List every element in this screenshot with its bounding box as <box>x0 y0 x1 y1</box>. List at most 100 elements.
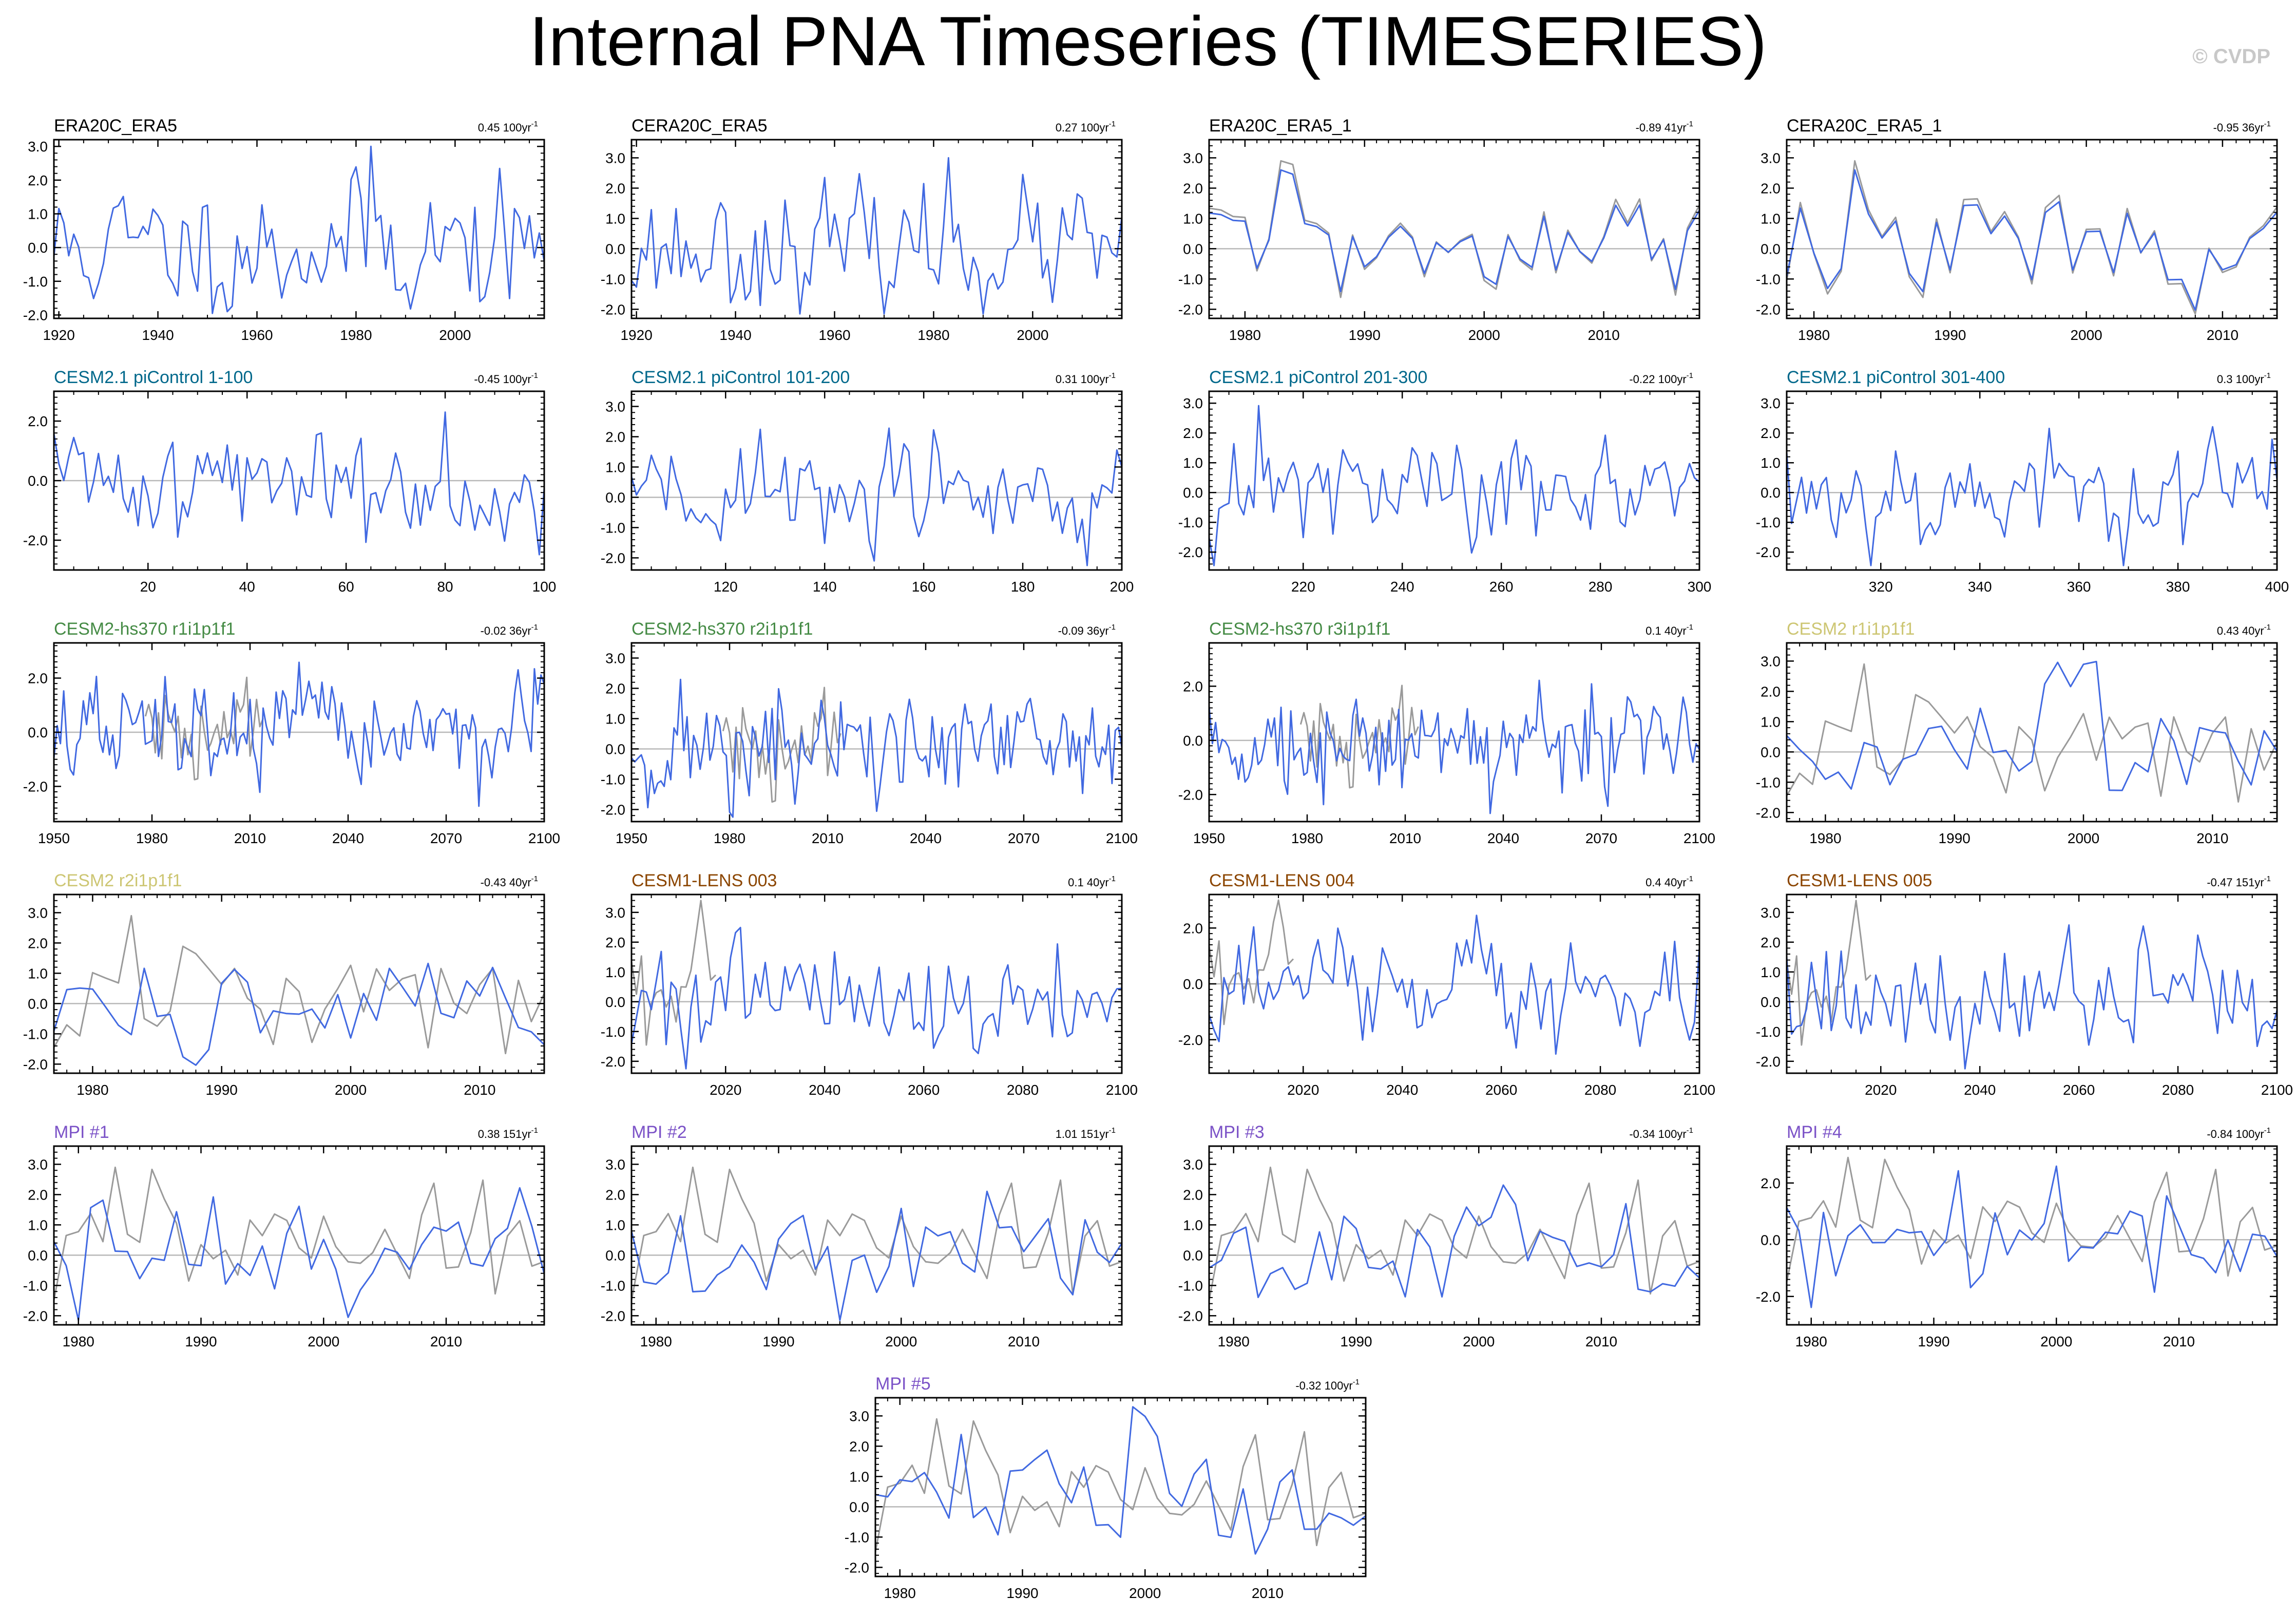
series-line-1 <box>630 427 1123 566</box>
x-tick-label: 80 <box>437 579 453 595</box>
trend-label: 0.3 100yr-1 <box>2217 371 2271 386</box>
trend-label: 0.43 40yr-1 <box>2217 623 2271 637</box>
x-tick-label: 1980 <box>1291 830 1323 846</box>
x-tick-label: 2100 <box>528 830 560 846</box>
x-tick-label: 2010 <box>2207 327 2238 343</box>
panel-3: ERA20C_ERA5_1 -0.89 41yr-1 3.0 2.0 1.0 0.0 -1.… <box>1178 116 1700 343</box>
y-tick-label: -2.0 <box>23 1056 48 1072</box>
y-tick-label: 2.0 <box>605 1187 625 1203</box>
x-tick-label: 1990 <box>185 1334 217 1349</box>
y-tick-label: 3.0 <box>605 150 625 166</box>
x-tick-label: 2100 <box>1106 1082 1138 1098</box>
x-tick-label: 2000 <box>439 327 471 343</box>
trend-label: 0.38 151yr-1 <box>478 1126 538 1140</box>
y-tick-label: -1.0 <box>1178 515 1203 530</box>
x-tick-label: 2010 <box>2196 830 2228 846</box>
x-tick-label: 1980 <box>76 1082 108 1098</box>
x-tick-label: 180 <box>1011 579 1035 595</box>
panel-title: CESM2 r1i1p1f1 <box>1787 619 1915 639</box>
trend-label: 0.1 40yr-1 <box>1068 874 1116 889</box>
x-tick-label: 2060 <box>908 1082 940 1098</box>
x-tick-label: 2000 <box>1129 1585 1161 1601</box>
y-tick-label: 2.0 <box>1761 425 1781 441</box>
panel-12: CESM2 r1i1p1f1 0.43 40yr-1 3.0 2.0 1.0 0.0 -1.… <box>1756 619 2278 846</box>
x-tick-label: 1920 <box>620 327 652 343</box>
x-tick-label: 20 <box>140 579 156 595</box>
y-tick-label: -1.0 <box>601 771 625 787</box>
x-tick-label: 300 <box>1688 579 1712 595</box>
x-tick-label: 2010 <box>234 830 266 846</box>
x-tick-label: 120 <box>714 579 738 595</box>
x-tick-label: 1980 <box>917 327 949 343</box>
panel-title: CESM2.1 piControl 301-400 <box>1787 368 2005 387</box>
x-tick-label: 1980 <box>1795 1334 1827 1349</box>
plot-frame <box>630 139 1123 319</box>
y-tick-label: 1.0 <box>1761 964 1781 980</box>
x-tick-label: 2000 <box>2040 1334 2072 1349</box>
panel-title: CERA20C_ERA5_1 <box>1787 116 1942 136</box>
y-tick-label: -2.0 <box>1178 1032 1203 1048</box>
panel-title: CESM1-LENS 003 <box>632 871 777 890</box>
x-tick-label: 2080 <box>1007 1082 1039 1098</box>
cvdp-watermark: © CVDP <box>2192 45 2270 68</box>
x-tick-label: 1920 <box>43 327 74 343</box>
x-tick-label: 240 <box>1390 579 1414 595</box>
y-tick-label: -1.0 <box>1756 515 1781 530</box>
x-tick-label: 2040 <box>1964 1082 1996 1098</box>
x-tick-label: 2000 <box>1463 1334 1495 1349</box>
y-tick-label: -2.0 <box>1178 1308 1203 1324</box>
x-tick-label: 2100 <box>1683 1082 1715 1098</box>
y-tick-label: 1.0 <box>1761 714 1781 730</box>
trend-label: 0.1 40yr-1 <box>1646 623 1693 637</box>
y-tick-label: 3.0 <box>1183 1156 1203 1172</box>
y-tick-label: 1.0 <box>605 964 625 980</box>
x-tick-label: 1990 <box>1349 327 1381 343</box>
series-line-1 <box>630 900 717 1046</box>
x-tick-label: 1980 <box>136 830 168 846</box>
y-tick-label: 2.0 <box>28 173 48 188</box>
y-tick-label: 0.0 <box>605 241 625 257</box>
x-tick-label: 1990 <box>1918 1334 1949 1349</box>
x-tick-label: 2070 <box>1585 830 1617 846</box>
trend-label: -0.45 100yr-1 <box>474 371 538 386</box>
panel-6: CESM2.1 piControl 101-200 0.31 100yr-1 3.0… <box>601 368 1134 595</box>
plot-frame <box>53 893 545 1074</box>
x-tick-label: 1990 <box>1006 1585 1038 1601</box>
x-tick-label: 1950 <box>38 830 70 846</box>
y-tick-label: 3.0 <box>849 1408 869 1424</box>
trend-label: -0.89 41yr-1 <box>1636 120 1693 134</box>
trend-label: -0.84 100yr-1 <box>2207 1126 2271 1140</box>
y-tick-label: 3.0 <box>28 1156 48 1172</box>
trend-label: -0.22 100yr-1 <box>1629 371 1693 386</box>
panel-8: CESM2.1 piControl 301-400 0.3 100yr-1 3.0 2… <box>1756 368 2289 595</box>
y-tick-label: 0.0 <box>1183 733 1203 749</box>
panel-15: CESM1-LENS 004 0.4 40yr-1 2.0 0.0 -2.0 2020 20… <box>1178 871 1715 1098</box>
x-tick-label: 2000 <box>2070 327 2102 343</box>
trend-label: -0.95 36yr-1 <box>2213 120 2271 134</box>
plot-frame <box>1786 642 2278 823</box>
series-line-1 <box>1786 900 1872 1046</box>
series-line-2 <box>1786 660 2278 791</box>
panel-17: MPI #1 0.38 151yr-1 3.0 2.0 1.0 0.0 -1.0 -2.0 19… <box>23 1123 545 1349</box>
panel-title: MPI #3 <box>1209 1123 1265 1142</box>
y-tick-label: -1.0 <box>1756 1024 1781 1040</box>
page-title: Internal PNA Timeseries (TIMESERIES) <box>529 2 1767 80</box>
series-line-2 <box>1786 1165 2278 1308</box>
x-tick-label: 2070 <box>430 830 462 846</box>
x-tick-label: 2000 <box>335 1082 367 1098</box>
series-line-1 <box>53 411 545 556</box>
y-tick-label: -2.0 <box>601 802 625 817</box>
y-tick-label: 2.0 <box>1761 935 1781 950</box>
x-tick-label: 1990 <box>206 1082 238 1098</box>
panel-13: CESM2 r2i1p1f1 -0.43 40yr-1 3.0 2.0 1.0 0.0 -1… <box>23 871 545 1098</box>
y-tick-label: 2.0 <box>605 935 625 950</box>
x-tick-label: 2100 <box>1106 830 1138 846</box>
y-tick-label: -2.0 <box>601 1054 625 1070</box>
x-tick-label: 2040 <box>1487 830 1519 846</box>
y-tick-label: 2.0 <box>605 680 625 696</box>
x-tick-label: 1980 <box>884 1585 916 1601</box>
y-tick-label: 3.0 <box>605 398 625 414</box>
x-tick-label: 140 <box>813 579 837 595</box>
panel-7: CESM2.1 piControl 201-300 -0.22 100yr-1 3.… <box>1178 368 1712 595</box>
y-tick-label: -2.0 <box>1756 1054 1781 1070</box>
